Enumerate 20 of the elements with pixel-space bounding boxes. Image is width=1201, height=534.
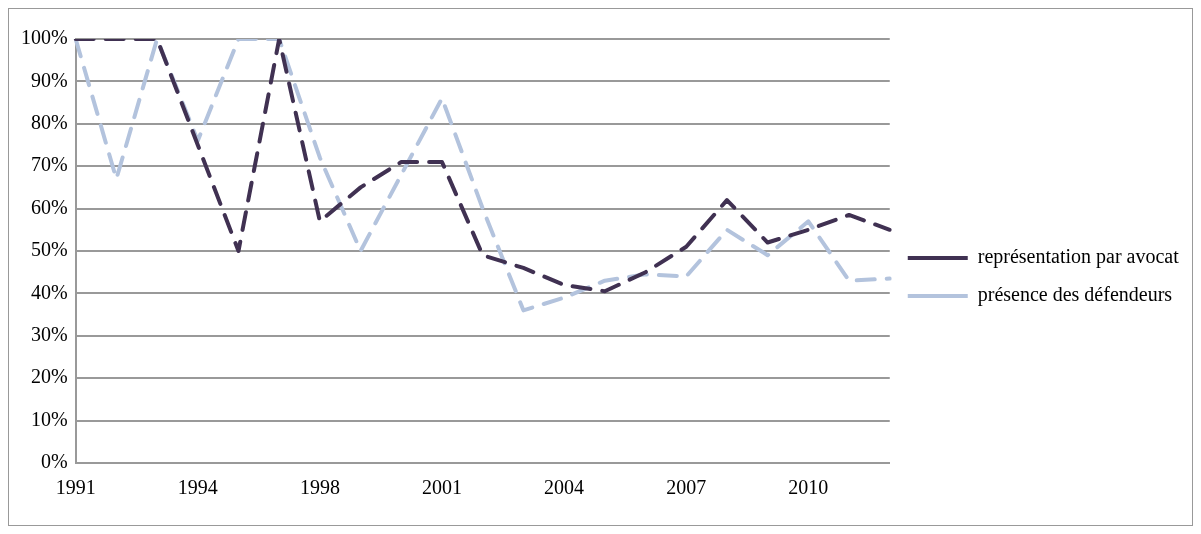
y-tick-label: 30%: [30, 323, 68, 346]
y-tick-label: 60%: [30, 195, 68, 218]
x-tick-label: 2004: [544, 476, 585, 499]
y-tick-label: 70%: [30, 153, 68, 176]
x-tick-label: 2010: [788, 476, 829, 499]
y-tick-label: 10%: [30, 407, 68, 430]
y-tick-label: 90%: [30, 68, 68, 91]
y-tick-label: 0%: [40, 450, 68, 473]
legend-label: présence des défendeurs: [977, 283, 1173, 307]
legend-label: représentation par avocat: [977, 245, 1180, 269]
y-tick-label: 50%: [30, 238, 68, 261]
x-tick-label: 2001: [422, 476, 462, 499]
y-tick-label: 40%: [30, 280, 68, 303]
x-tick-label: 2007: [666, 476, 707, 499]
x-tick-label: 1994: [177, 476, 218, 499]
y-tick-label: 100%: [20, 26, 68, 49]
y-tick-label: 20%: [30, 365, 68, 388]
y-tick-label: 80%: [30, 111, 68, 134]
x-tick-label: 1998: [299, 476, 340, 499]
x-tick-label: 1991: [55, 476, 96, 499]
